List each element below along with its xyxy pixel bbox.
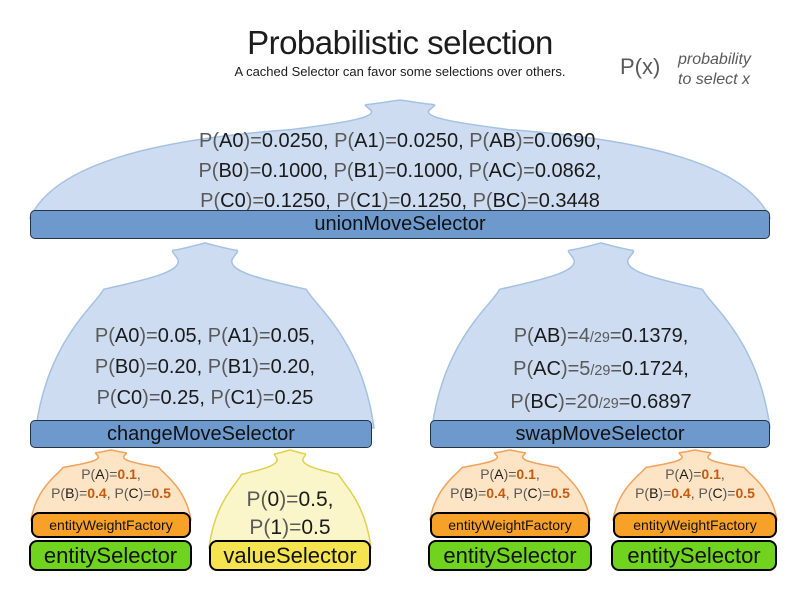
entity-weight-probabilities-mid: P(A)=0.1, P(B)=0.4, P(C)=0.5 [430,465,590,503]
entity-weight-probabilities-left: P(A)=0.1, P(B)=0.4, P(C)=0.5 [31,465,191,503]
change-move-selector-label: changeMoveSelector [107,422,295,445]
entity-weight-funnel-left [30,449,192,521]
entity-weight-funnel-right [612,449,778,521]
probability-line: P(BC)=20/29=0.6897 [510,391,692,413]
union-funnel-shape [28,99,772,219]
value-selector-label: valueSelector [223,542,357,568]
union-move-selector-bar: unionMoveSelector [30,210,770,239]
entity-selector-bar-right: entitySelector [611,540,777,571]
swap-probabilities: P(AB)=4/29=0.1379, P(AC)=5/29=0.1724, P(… [432,321,770,420]
swap-funnel-shape [431,242,771,429]
entity-selector-bar-left: entitySelector [29,540,192,571]
probability-line: P(C0)=0.25, P(C1)=0.25 [96,387,314,409]
value-probabilities: P(0)=0.5, P(1)=0.5 [209,486,371,542]
probability-line: P(AC)=5/29=0.1724, [513,358,689,380]
union-probabilities: P(A0)=0.0250, P(A1)=0.0250, P(AB)=0.0690… [30,126,770,216]
legend-description-line1: probability [678,51,751,68]
probability-line: P(A)=0.1, [665,466,725,482]
probability-line: P(0)=0.5, [246,488,334,511]
change-funnel-shape [35,242,375,429]
page-subtitle: A cached Selector can favor some selecti… [234,64,566,79]
probability-line: P(B)=0.4, P(C)=0.5 [635,485,755,501]
entity-weight-factory-label: entityWeightFactory [49,517,173,533]
entity-weight-probabilities-right: P(A)=0.1, P(B)=0.4, P(C)=0.5 [613,465,777,503]
change-probabilities: P(A0)=0.05, P(A1)=0.05, P(B0)=0.20, P(B1… [36,321,374,414]
legend-symbol: P(x) [620,54,661,79]
probability-line: P(AB)=4/29=0.1379, [513,325,689,347]
probability-line: P(1)=0.5 [249,516,331,539]
union-move-selector-label: unionMoveSelector [314,213,486,235]
entity-weight-factory-bar-mid: entityWeightFactory [430,512,590,538]
probability-line: P(B)=0.4, P(C)=0.5 [450,485,570,501]
entity-weight-funnel-mid [429,449,591,521]
entity-weight-factory-bar-right: entityWeightFactory [613,512,777,538]
probability-line: P(B0)=0.20, P(B1)=0.20, [94,356,316,378]
probability-line: P(A)=0.1, [81,466,141,482]
value-funnel-shape [208,449,372,549]
value-selector-bar: valueSelector [209,540,371,571]
legend-description-line2: to select x [678,71,751,88]
probability-line: P(B)=0.4, P(C)=0.5 [51,485,171,501]
legend-description: probability to select x [678,50,751,90]
swap-move-selector-label: swapMoveSelector [515,422,685,445]
entity-selector-bar-mid: entitySelector [428,540,592,571]
probability-line: P(A0)=0.0250, P(A1)=0.0250, P(AB)=0.0690… [199,130,601,152]
swap-move-selector-bar: swapMoveSelector [430,420,770,448]
entity-selector-label: entitySelector [627,542,761,568]
entity-weight-factory-label: entityWeightFactory [633,517,757,533]
probability-line: P(C0)=0.1250, P(C1)=0.1250, P(BC)=0.3448 [200,190,600,212]
entity-selector-label: entitySelector [443,542,577,568]
entity-weight-factory-bar-left: entityWeightFactory [31,512,191,538]
probability-line: P(A)=0.1, [480,466,540,482]
entity-selector-label: entitySelector [43,542,178,568]
change-move-selector-bar: changeMoveSelector [30,420,372,448]
probability-line: P(B0)=0.1000, P(B1)=0.1000, P(AC)=0.0862… [198,160,602,182]
page-title: Probabilistic selection [247,24,553,61]
probability-line: P(A0)=0.05, P(A1)=0.05, [94,325,316,347]
entity-weight-factory-label: entityWeightFactory [448,517,572,533]
